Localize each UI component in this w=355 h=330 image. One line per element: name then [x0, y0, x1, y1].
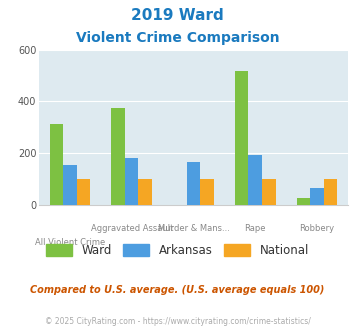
- Bar: [125, 157, 138, 205]
- Bar: [297, 198, 310, 205]
- Bar: [111, 108, 125, 205]
- Text: Aggravated Assault: Aggravated Assault: [91, 224, 173, 233]
- Bar: [77, 179, 90, 205]
- Text: Compared to U.S. average. (U.S. average equals 100): Compared to U.S. average. (U.S. average …: [30, 285, 325, 295]
- Text: Rape: Rape: [245, 224, 266, 233]
- Text: © 2025 CityRating.com - https://www.cityrating.com/crime-statistics/: © 2025 CityRating.com - https://www.city…: [45, 317, 310, 326]
- Legend: Ward, Arkansas, National: Ward, Arkansas, National: [41, 239, 314, 261]
- Bar: [262, 179, 275, 205]
- Bar: [324, 179, 337, 205]
- Bar: [138, 179, 152, 205]
- Text: Murder & Mans...: Murder & Mans...: [158, 224, 229, 233]
- Text: Violent Crime Comparison: Violent Crime Comparison: [76, 31, 279, 45]
- Bar: [50, 124, 63, 205]
- Text: All Violent Crime: All Violent Crime: [35, 238, 105, 247]
- Bar: [310, 188, 324, 205]
- Bar: [187, 162, 200, 205]
- Bar: [248, 155, 262, 205]
- Text: Robbery: Robbery: [300, 224, 334, 233]
- Text: 2019 Ward: 2019 Ward: [131, 8, 224, 23]
- Bar: [200, 179, 214, 205]
- Bar: [63, 165, 77, 205]
- Bar: [235, 72, 248, 205]
